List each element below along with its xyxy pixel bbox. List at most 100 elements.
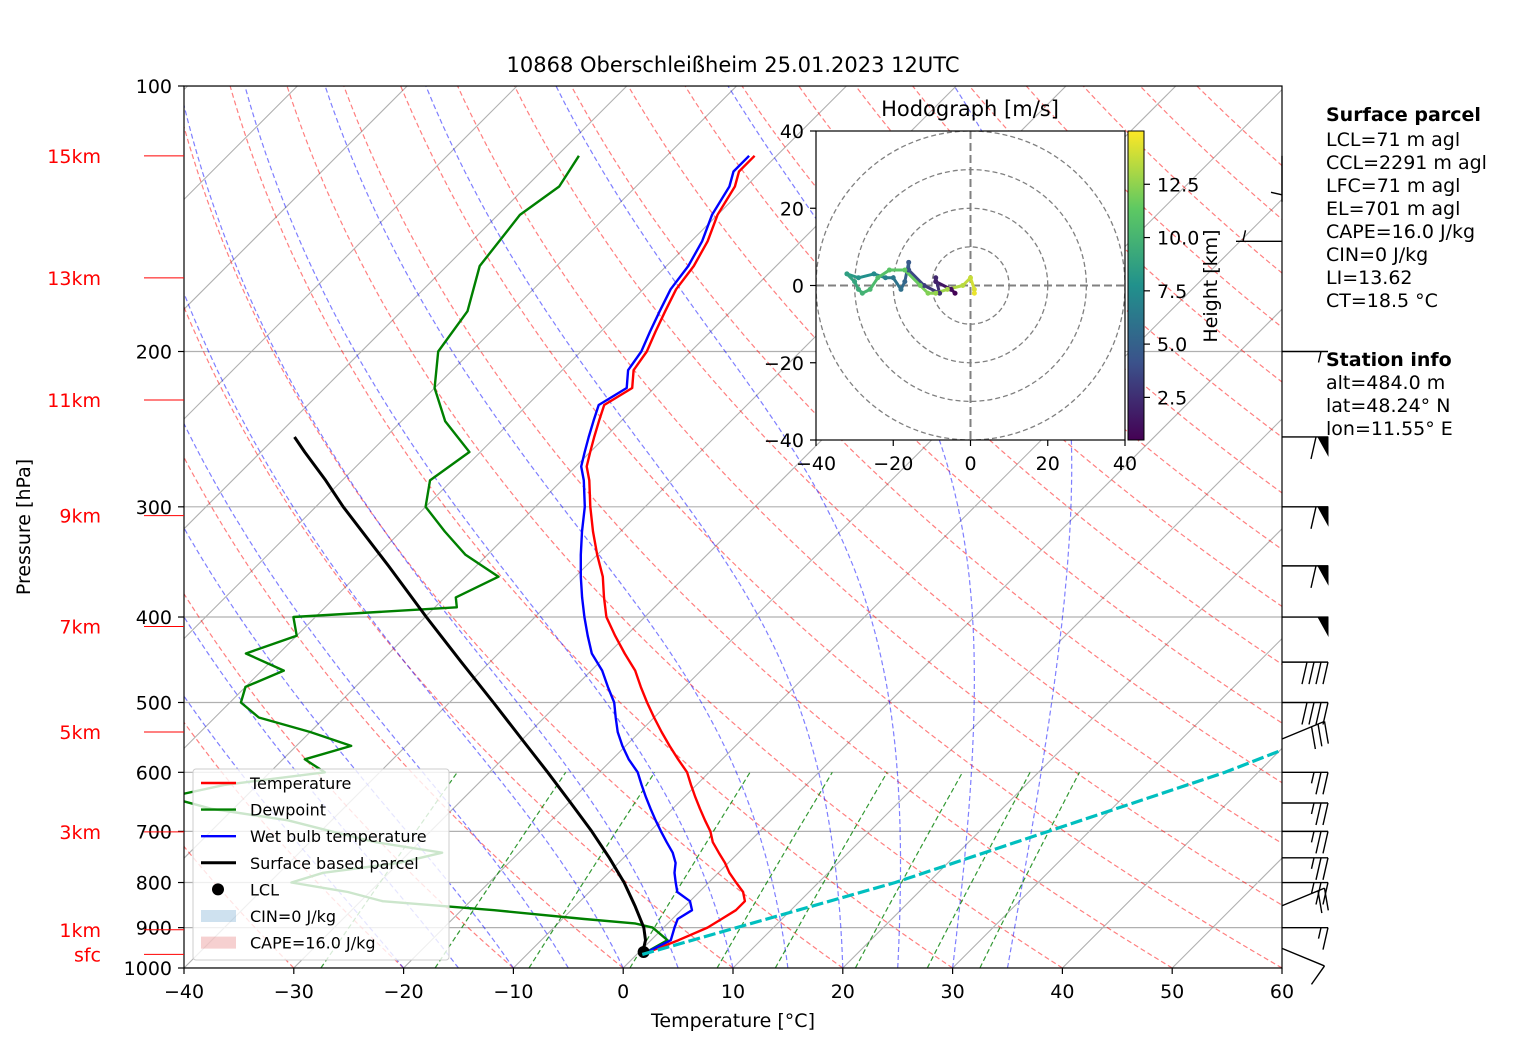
barb-flag bbox=[1322, 802, 1329, 826]
barb-flag bbox=[1315, 661, 1322, 685]
barb-flag bbox=[1310, 506, 1317, 529]
dry-adiabat bbox=[627, 86, 1282, 724]
colorbar-tick-label: 7.5 bbox=[1157, 281, 1187, 303]
wind-barb bbox=[1282, 926, 1329, 950]
moist-adiabat bbox=[244, 86, 734, 968]
isotherm bbox=[184, 86, 628, 530]
moist-adiabat bbox=[425, 86, 844, 968]
hodograph-point bbox=[883, 275, 889, 281]
hodograph-point bbox=[952, 290, 958, 296]
x-tick-label: 20 bbox=[831, 981, 855, 1003]
barb-half-flag bbox=[1270, 191, 1283, 196]
surface-parcel-line: CCL=2291 m agl bbox=[1326, 152, 1487, 174]
barb-pennant bbox=[1317, 506, 1329, 527]
barb-half-flag bbox=[1310, 831, 1315, 843]
y-tick-label: 500 bbox=[136, 692, 172, 714]
surface-parcel-line: EL=701 m agl bbox=[1326, 198, 1460, 220]
mixing-ratio-line bbox=[716, 771, 833, 968]
hodograph-point bbox=[859, 290, 865, 296]
barb-flag bbox=[1322, 857, 1329, 880]
legend-swatch bbox=[201, 936, 236, 949]
hodograph-plot-area bbox=[816, 131, 1125, 440]
mixing-ratio-line bbox=[629, 771, 751, 968]
barb-flag bbox=[1310, 726, 1317, 750]
x-tick-label: 10 bbox=[721, 981, 745, 1003]
barb-pennant bbox=[1317, 616, 1329, 637]
colorbar-label: Height [km] bbox=[1200, 229, 1222, 342]
hodograph-title: Hodograph [m/s] bbox=[881, 97, 1059, 121]
wind-barb bbox=[1281, 720, 1329, 750]
cyan-dashed-line bbox=[641, 748, 1282, 956]
height-label: 11km bbox=[47, 390, 101, 412]
hodograph-point bbox=[944, 286, 950, 292]
hodograph-point bbox=[933, 275, 939, 281]
barb-flag bbox=[1308, 702, 1315, 725]
y-tick-label: 600 bbox=[136, 762, 172, 784]
legend: Temperature Dewpoint Wet bulb temperature S… bbox=[192, 768, 450, 961]
mixing-ratio-line bbox=[434, 771, 567, 968]
wind-barb bbox=[1282, 771, 1329, 795]
wind-barb bbox=[1281, 947, 1326, 985]
legend-label: CIN=0 J/kg bbox=[250, 907, 336, 926]
dry-adiabat bbox=[184, 456, 624, 968]
isotherm bbox=[184, 86, 408, 310]
wind-barb bbox=[1282, 881, 1329, 905]
hodograph-segment bbox=[903, 268, 922, 287]
isotherm bbox=[184, 86, 518, 420]
hodograph-segment bbox=[907, 268, 926, 287]
barb-flag bbox=[1301, 702, 1308, 725]
legend-swatch bbox=[201, 910, 236, 922]
height-label: 3km bbox=[59, 822, 101, 844]
y-tick-label: 100 bbox=[136, 76, 172, 98]
barb-flag bbox=[1310, 565, 1317, 589]
legend-label: CAPE=16.0 J/kg bbox=[250, 934, 376, 953]
y-tick-label: 800 bbox=[136, 873, 172, 895]
hodograph-y-tick-label: 20 bbox=[780, 198, 804, 220]
isotherm bbox=[842, 528, 1282, 968]
height-label: 9km bbox=[59, 506, 101, 528]
barb-half-flag bbox=[1310, 772, 1315, 784]
y-tick-label: 1000 bbox=[124, 958, 172, 980]
hodograph-point bbox=[917, 283, 923, 288]
hodograph-point bbox=[960, 283, 966, 288]
hodograph-point bbox=[921, 283, 927, 288]
x-axis-label: Temperature [°C] bbox=[650, 1010, 815, 1032]
station-info-line: alt=484.0 m bbox=[1326, 372, 1445, 394]
surface-based-parcel-line bbox=[293, 436, 647, 955]
barb-staff bbox=[1281, 947, 1325, 967]
hodograph-point bbox=[971, 286, 977, 292]
height-label: 15km bbox=[47, 146, 101, 168]
hodograph-axes: −40−40 −20 −20 0 0 20 20 40 40 bbox=[764, 121, 1137, 475]
isotherm bbox=[184, 86, 737, 640]
moist-adiabat bbox=[184, 422, 569, 968]
colorbar-tick-label: 12.5 bbox=[1157, 174, 1199, 196]
isotherm bbox=[184, 86, 847, 750]
hodograph-point bbox=[925, 290, 931, 296]
wind-barb bbox=[1282, 350, 1328, 363]
wind-barb bbox=[1282, 506, 1329, 529]
height-label: 1km bbox=[59, 920, 101, 942]
barb-flag bbox=[1317, 890, 1323, 914]
x-tick-label: −30 bbox=[274, 981, 314, 1003]
dry-adiabat bbox=[343, 86, 1173, 968]
x-tick-label: −40 bbox=[164, 981, 204, 1003]
station-info-heading: Station info bbox=[1326, 349, 1452, 371]
hodograph-point bbox=[871, 271, 877, 277]
wind-barb bbox=[1282, 616, 1329, 637]
mixing-ratio-line bbox=[926, 772, 1031, 968]
hodograph-point bbox=[933, 279, 939, 285]
hodograph-point bbox=[902, 267, 908, 273]
barb-half-flag bbox=[1310, 882, 1315, 894]
surface-parcel-info: Surface parcel LCL=71 m agl CCL=2291 m a… bbox=[1326, 104, 1487, 312]
wind-barb bbox=[1282, 830, 1329, 854]
hodograph-point bbox=[855, 275, 861, 281]
hodograph-point bbox=[906, 259, 912, 265]
hodograph-x-tick-label: −40 bbox=[796, 453, 836, 475]
hodograph-point bbox=[890, 275, 896, 281]
surface-parcel-line: CAPE=16.0 J/kg bbox=[1326, 221, 1475, 243]
hodograph-colorbar bbox=[1127, 130, 1145, 441]
dry-adiabat bbox=[457, 86, 1282, 906]
barb-flag bbox=[1315, 802, 1322, 826]
lcl-marker bbox=[637, 945, 650, 958]
